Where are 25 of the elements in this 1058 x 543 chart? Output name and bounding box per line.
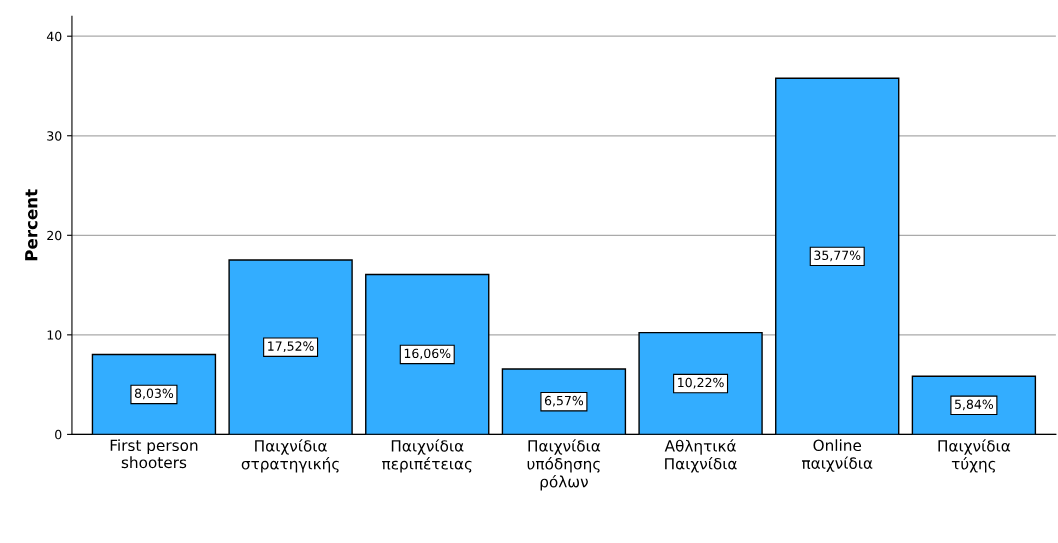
x-tick-label: Παιχνίδια τύχης [938,439,1011,473]
x-tick-label: Παιχνίδια στρατηγικής [241,439,339,473]
data-label: 35,77% [814,250,861,262]
y-tick-label: 20 [47,230,62,241]
data-label: 8,03% [134,388,174,400]
data-label: 10,22% [678,377,724,389]
y-axis-title: Percent [25,189,38,261]
data-label: 5,84% [955,399,994,411]
bar [775,77,900,435]
bar [365,273,490,435]
y-tick-label: 30 [47,131,62,141]
data-label: 16,06% [404,348,451,360]
y-tick-label: 40 [46,31,62,42]
x-tick-label: Online παιχνίδια [802,439,873,472]
x-tick-label: Αθλητικά Παιχνίδια [664,439,737,473]
data-label: 17,52% [268,341,314,353]
y-tick-label: 10 [47,330,62,340]
y-tick-label: 0 [55,429,62,440]
bar [638,331,763,435]
x-tick-label: First person shooters [110,439,198,469]
x-tick-label: Παιχνίδια περιπέτειας [382,439,472,473]
x-tick-label: Παιχνίδια υπόδησης ρόλων [527,439,601,491]
data-label: 6,57% [544,395,584,407]
bar [228,259,353,435]
bar [91,353,217,435]
